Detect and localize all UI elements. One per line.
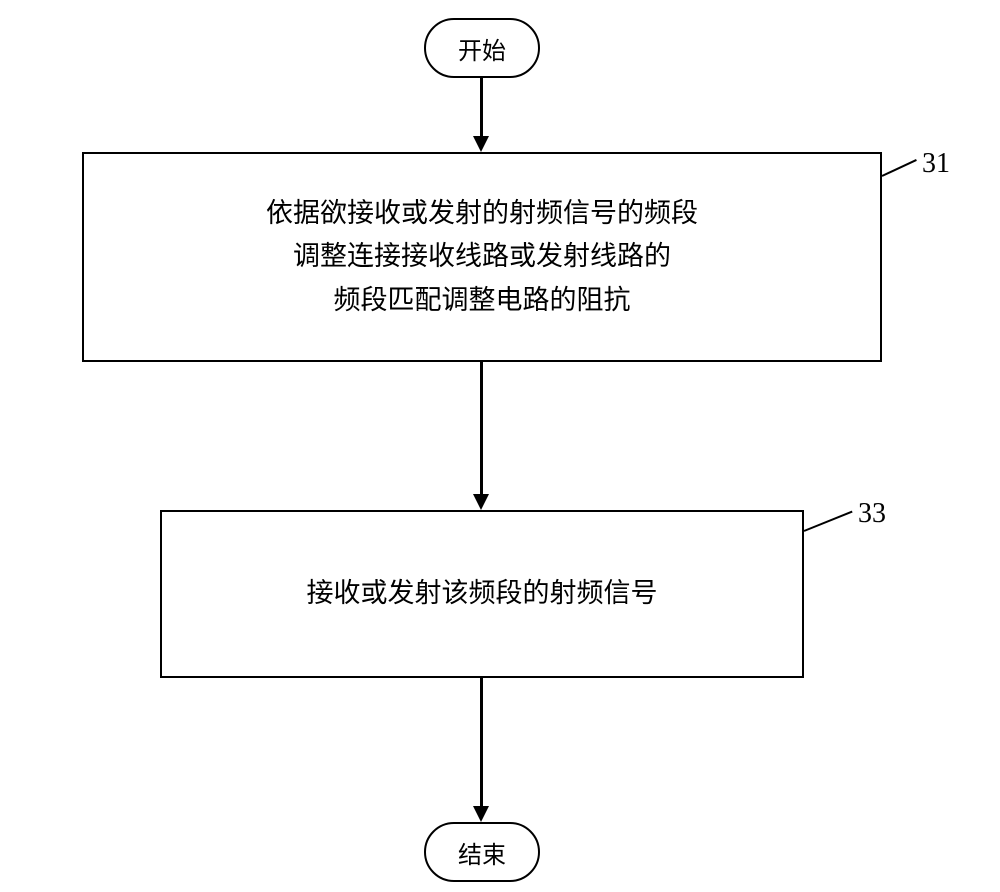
start-terminal: 开始: [424, 18, 540, 78]
arrowhead-3: [473, 806, 489, 822]
label-33: 33: [858, 498, 886, 530]
arrow-box31-to-box33: [480, 362, 483, 494]
arrowhead-2: [473, 494, 489, 510]
arrow-box33-to-end: [480, 678, 483, 806]
arrowhead-1: [473, 136, 489, 152]
box33-text: 接收或发射该频段的射频信号: [307, 572, 658, 615]
flowchart-container: 开始 依据欲接收或发射的射频信号的频段 调整连接接收线路或发射线路的 频段匹配调…: [0, 0, 1000, 892]
start-label: 开始: [458, 31, 506, 66]
label-31: 31: [922, 148, 950, 180]
arrow-start-to-box31: [480, 78, 483, 136]
connector-31: [882, 159, 917, 177]
end-terminal: 结束: [424, 822, 540, 882]
process-box-31: 依据欲接收或发射的射频信号的频段 调整连接接收线路或发射线路的 频段匹配调整电路…: [82, 152, 882, 362]
connector-33: [804, 511, 853, 532]
box31-text: 依据欲接收或发射的射频信号的频段 调整连接接收线路或发射线路的 频段匹配调整电路…: [266, 192, 698, 322]
end-label: 结束: [458, 835, 506, 870]
process-box-33: 接收或发射该频段的射频信号: [160, 510, 804, 678]
